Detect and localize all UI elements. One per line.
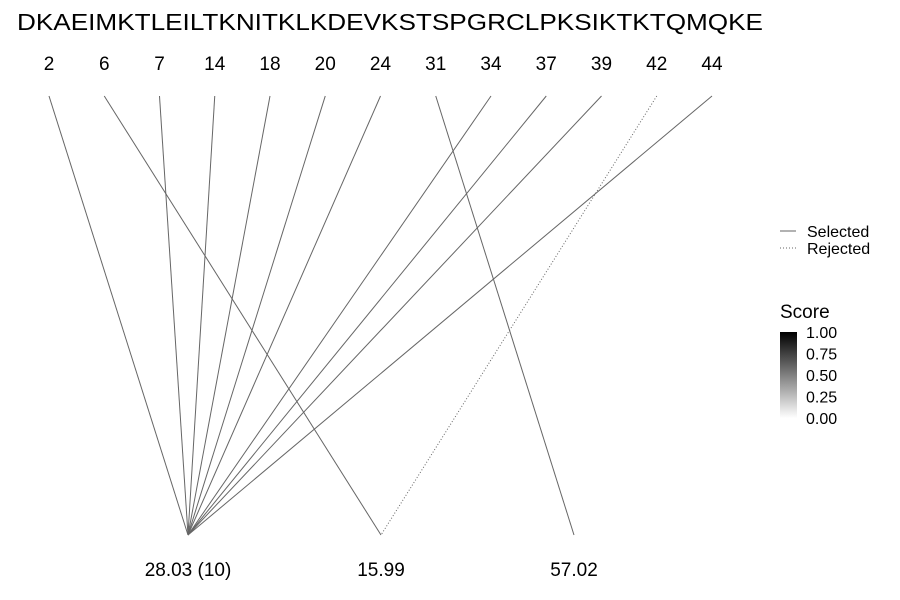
selected-link-line xyxy=(159,95,189,536)
position-label: 39 xyxy=(591,54,612,75)
selected-link-line xyxy=(187,95,602,536)
score-tick-label: 0.00 xyxy=(806,411,837,428)
selected-link-line xyxy=(187,95,713,536)
position-label: 37 xyxy=(536,54,557,75)
selected-link-line xyxy=(187,95,326,536)
mass-label: 15.99 xyxy=(357,560,405,581)
linetype-legend: Selected Rejected xyxy=(780,224,870,258)
score-ticks: 1.00 0.75 0.50 0.25 0.00 xyxy=(806,325,837,428)
score-tick-label: 0.75 xyxy=(806,347,837,364)
mass-label: 28.03 (10) xyxy=(145,560,232,581)
selected-link-line xyxy=(187,95,547,536)
position-label: 14 xyxy=(204,54,226,75)
selected-link-line xyxy=(187,95,216,536)
selected-link-line xyxy=(187,95,381,536)
position-label: 42 xyxy=(646,54,667,75)
position-label: 6 xyxy=(99,54,110,75)
legend-selected-label: Selected xyxy=(807,224,869,241)
selected-link-line xyxy=(435,95,575,536)
mass-labels: 28.03 (10) 15.99 57.02 xyxy=(145,560,598,581)
score-tick-label: 0.50 xyxy=(806,368,837,385)
score-colorbar xyxy=(780,332,797,418)
score-legend-title: Score xyxy=(780,302,830,323)
position-label: 24 xyxy=(370,54,392,75)
score-tick-label: 0.25 xyxy=(806,390,837,407)
score-legend: Score 1.00 0.75 0.50 0.25 0.00 xyxy=(780,302,837,428)
mass-label: 57.02 xyxy=(550,560,598,581)
legend-rejected-label: Rejected xyxy=(807,241,870,258)
position-label: 2 xyxy=(44,54,55,75)
position-label: 20 xyxy=(315,54,336,75)
selected-link-line xyxy=(187,95,271,536)
position-label: 18 xyxy=(259,54,280,75)
selected-link-line xyxy=(48,95,189,536)
position-label: 44 xyxy=(701,54,723,75)
position-label: 34 xyxy=(480,54,502,75)
score-tick-label: 1.00 xyxy=(806,325,837,342)
selected-link-line xyxy=(103,95,382,536)
position-label: 7 xyxy=(154,54,165,75)
selected-link-line xyxy=(187,95,492,536)
link-lines xyxy=(48,95,713,536)
position-labels: 2 6 7 14 18 20 24 31 34 37 39 42 44 xyxy=(44,54,723,75)
position-label: 31 xyxy=(425,54,446,75)
peptide-sequence: DKAEIMKTLEILTKNITKLKDEVKSTSPGRCLPKSIKTKT… xyxy=(17,9,763,35)
rejected-link-line xyxy=(380,95,658,536)
